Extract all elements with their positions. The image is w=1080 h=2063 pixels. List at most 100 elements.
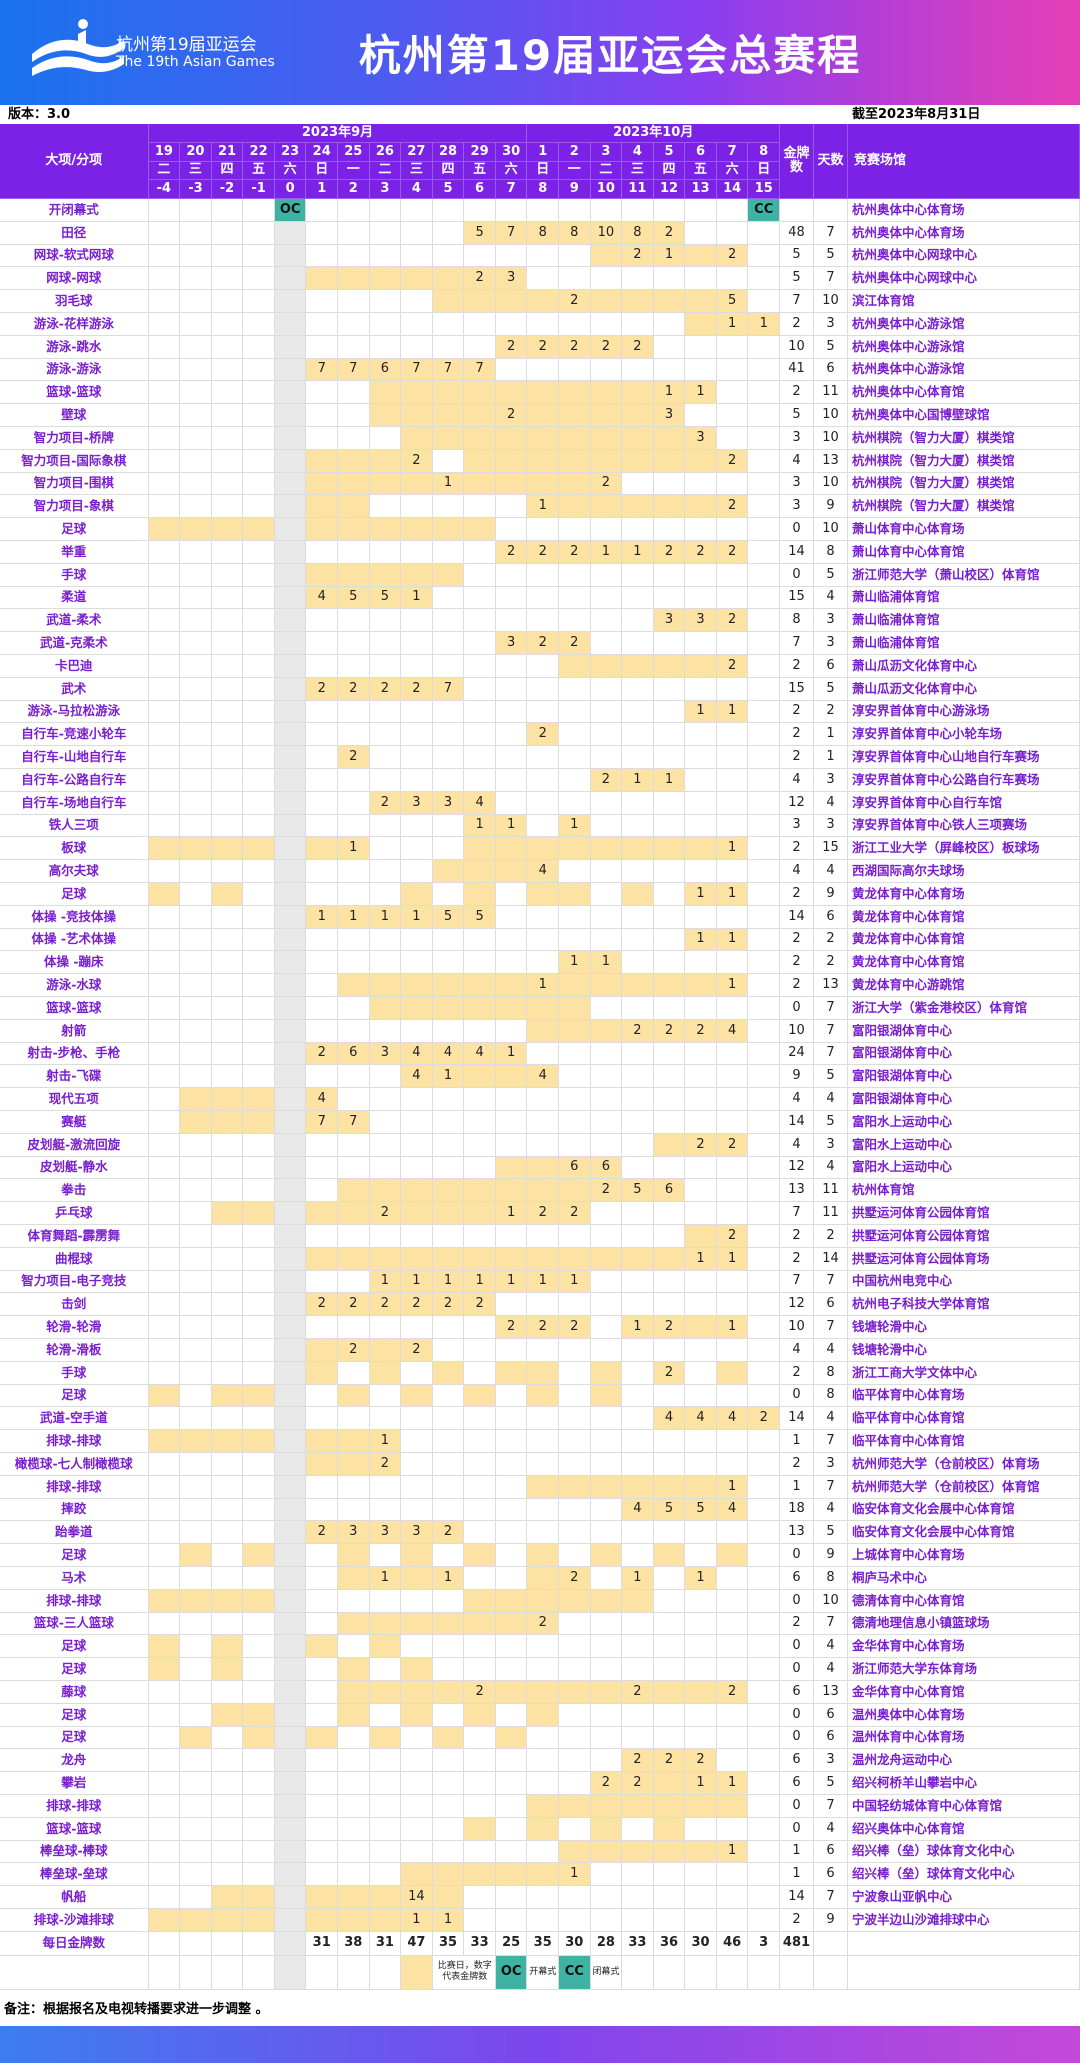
empty-cell — [716, 1521, 749, 1545]
empty-cell — [716, 1270, 749, 1294]
competition-day — [211, 1088, 244, 1111]
empty-cell — [622, 1544, 654, 1567]
empty-cell — [495, 495, 528, 519]
day-count: 4 — [814, 791, 848, 815]
competition-day — [559, 1589, 591, 1613]
competition-day — [306, 518, 338, 541]
medal-cell: 2 — [653, 1019, 686, 1043]
competition-day — [685, 1475, 717, 1499]
empty-cell — [401, 1430, 433, 1453]
medal-cell: 2 — [495, 1316, 528, 1339]
empty-cell — [495, 723, 528, 747]
empty-cell — [148, 632, 181, 655]
event-name: 智力项目-桥牌 — [0, 427, 149, 450]
empty-cell — [306, 746, 338, 769]
empty-cell — [716, 1612, 749, 1636]
gold-count: 2 — [780, 1909, 814, 1932]
event-name: 田径 — [0, 221, 149, 245]
empty-cell — [180, 1521, 212, 1545]
competition-day — [527, 1795, 559, 1818]
empty-cell — [590, 1703, 623, 1727]
competition-day — [180, 1111, 212, 1134]
day-count: 2 — [814, 700, 848, 724]
empty-cell — [274, 1795, 307, 1818]
event-name: 赛艇 — [0, 1111, 149, 1134]
empty-cell — [464, 746, 496, 769]
empty-cell — [180, 746, 212, 769]
empty-cell — [211, 746, 244, 769]
competition-day — [559, 1019, 591, 1043]
competition-day — [527, 997, 559, 1020]
venue: 杭州师范大学（仓前校区）体育馆 — [848, 1475, 1080, 1499]
medal-cell: 7 — [338, 358, 370, 382]
empty-cell — [748, 541, 780, 564]
competition-day — [559, 1840, 591, 1864]
medal-cell: 2 — [338, 1339, 370, 1362]
gold-count: 2 — [780, 723, 814, 747]
day-count: 6 — [814, 1703, 848, 1727]
day-count: 3 — [814, 1133, 848, 1157]
empty-cell — [748, 928, 780, 952]
empty-cell — [148, 1498, 181, 1522]
empty-cell — [653, 1521, 686, 1545]
empty-cell — [274, 974, 307, 997]
legend-cc-label: 闭幕式 — [590, 1955, 623, 1990]
empty-cell — [780, 1955, 814, 1990]
day-count: 3 — [814, 313, 848, 336]
empty-cell — [243, 313, 275, 336]
venue: 富阳水上运动中心 — [848, 1111, 1080, 1134]
empty-cell — [653, 472, 686, 496]
event-name: 网球-网球 — [0, 267, 149, 291]
event-name: 柔道 — [0, 586, 149, 610]
empty-cell — [211, 586, 244, 610]
empty-cell — [685, 1817, 717, 1841]
empty-cell — [527, 1658, 559, 1681]
empty-cell — [622, 1065, 654, 1089]
competition-day — [401, 404, 433, 427]
competition-day — [464, 1703, 496, 1727]
gold-count: 1 — [780, 1863, 814, 1887]
empty-cell — [243, 427, 275, 450]
empty-cell — [685, 1886, 717, 1909]
medal-cell: 1 — [559, 951, 591, 975]
empty-cell — [495, 677, 528, 701]
empty-cell — [243, 723, 275, 747]
empty-cell — [748, 563, 780, 587]
day-count: 4 — [814, 1817, 848, 1841]
empty-cell — [180, 905, 212, 929]
empty-cell — [653, 1567, 686, 1590]
event-name: 铁人三项 — [0, 814, 149, 838]
competition-day — [401, 1202, 433, 1225]
empty-cell — [527, 928, 559, 952]
empty-cell — [148, 1749, 181, 1773]
empty-cell — [748, 1339, 780, 1362]
empty-cell — [148, 928, 181, 952]
ceremony-cell: CC — [748, 199, 780, 222]
day-count: 11 — [814, 1202, 848, 1225]
empty-cell — [274, 472, 307, 496]
competition-day — [369, 1886, 402, 1909]
header-day: 8 — [527, 180, 559, 199]
venue: 富阳银湖体育中心 — [848, 1088, 1080, 1111]
empty-cell — [464, 1635, 496, 1659]
empty-cell — [180, 1225, 212, 1248]
daily-gold: 36 — [653, 1931, 686, 1956]
gold-count: 5 — [780, 404, 814, 427]
header-date: 29 — [464, 142, 496, 162]
competition-day — [306, 1726, 338, 1750]
empty-cell — [338, 1088, 370, 1111]
empty-cell — [306, 199, 338, 222]
event-name: 游泳-马拉松游泳 — [0, 700, 149, 724]
venue: 拱墅运河体育公园体育馆 — [848, 1225, 1080, 1248]
empty-cell — [243, 1453, 275, 1476]
empty-cell — [622, 472, 654, 496]
header-days: 天数 — [814, 124, 848, 199]
empty-cell — [148, 1293, 181, 1317]
header-weekday: 日 — [748, 161, 780, 181]
competition-day — [495, 1863, 528, 1887]
medal-cell: 2 — [685, 1019, 717, 1043]
header-day: -3 — [180, 180, 212, 199]
empty-cell — [495, 1567, 528, 1590]
venue: 杭州师范大学（仓前校区）体育场 — [848, 1453, 1080, 1476]
empty-cell — [622, 609, 654, 633]
